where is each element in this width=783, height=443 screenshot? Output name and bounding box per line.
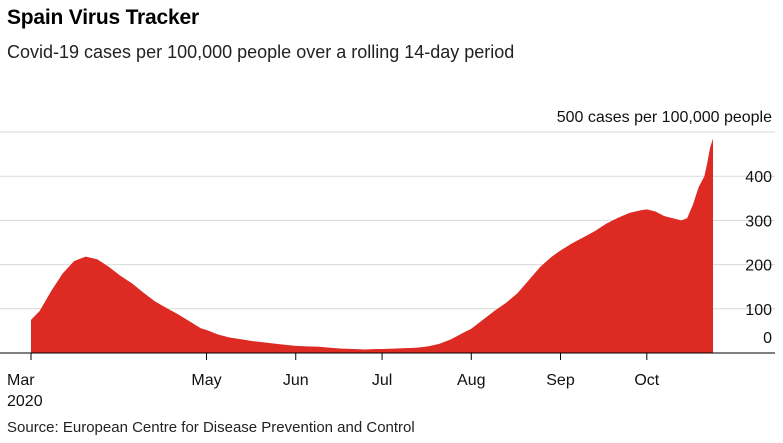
y-tick-label: 200: [745, 258, 772, 275]
x-tick-label: Aug: [457, 372, 485, 389]
x-tick-label: May: [191, 372, 221, 389]
y-axis-caption: 500 cases per 100,000 people: [557, 109, 772, 126]
x-tick-label: Jul: [372, 372, 392, 389]
chart-title: Spain Virus Tracker: [7, 6, 199, 29]
y-tick-label: 0: [763, 330, 772, 347]
y-axis-tick-labels: 400 300 200 100 0: [745, 169, 772, 347]
chart-subtitle: Covid-19 cases per 100,000 people over a…: [7, 42, 515, 62]
source-note: Source: European Centre for Disease Prev…: [7, 419, 415, 436]
x-axis-ticks: Mar 2020 May Jun Jul Aug Sep Oct: [7, 353, 660, 410]
y-tick-label: 300: [745, 213, 772, 230]
x-tick-label: Oct: [634, 372, 659, 389]
cases-area: [31, 138, 713, 353]
x-tick-label: Mar: [7, 372, 35, 389]
x-tick-label: Jun: [283, 372, 309, 389]
y-tick-label: 100: [745, 302, 772, 319]
y-tick-label: 400: [745, 169, 772, 186]
x-tick-label: Sep: [546, 372, 575, 389]
x-tick-sublabel: 2020: [7, 393, 43, 410]
